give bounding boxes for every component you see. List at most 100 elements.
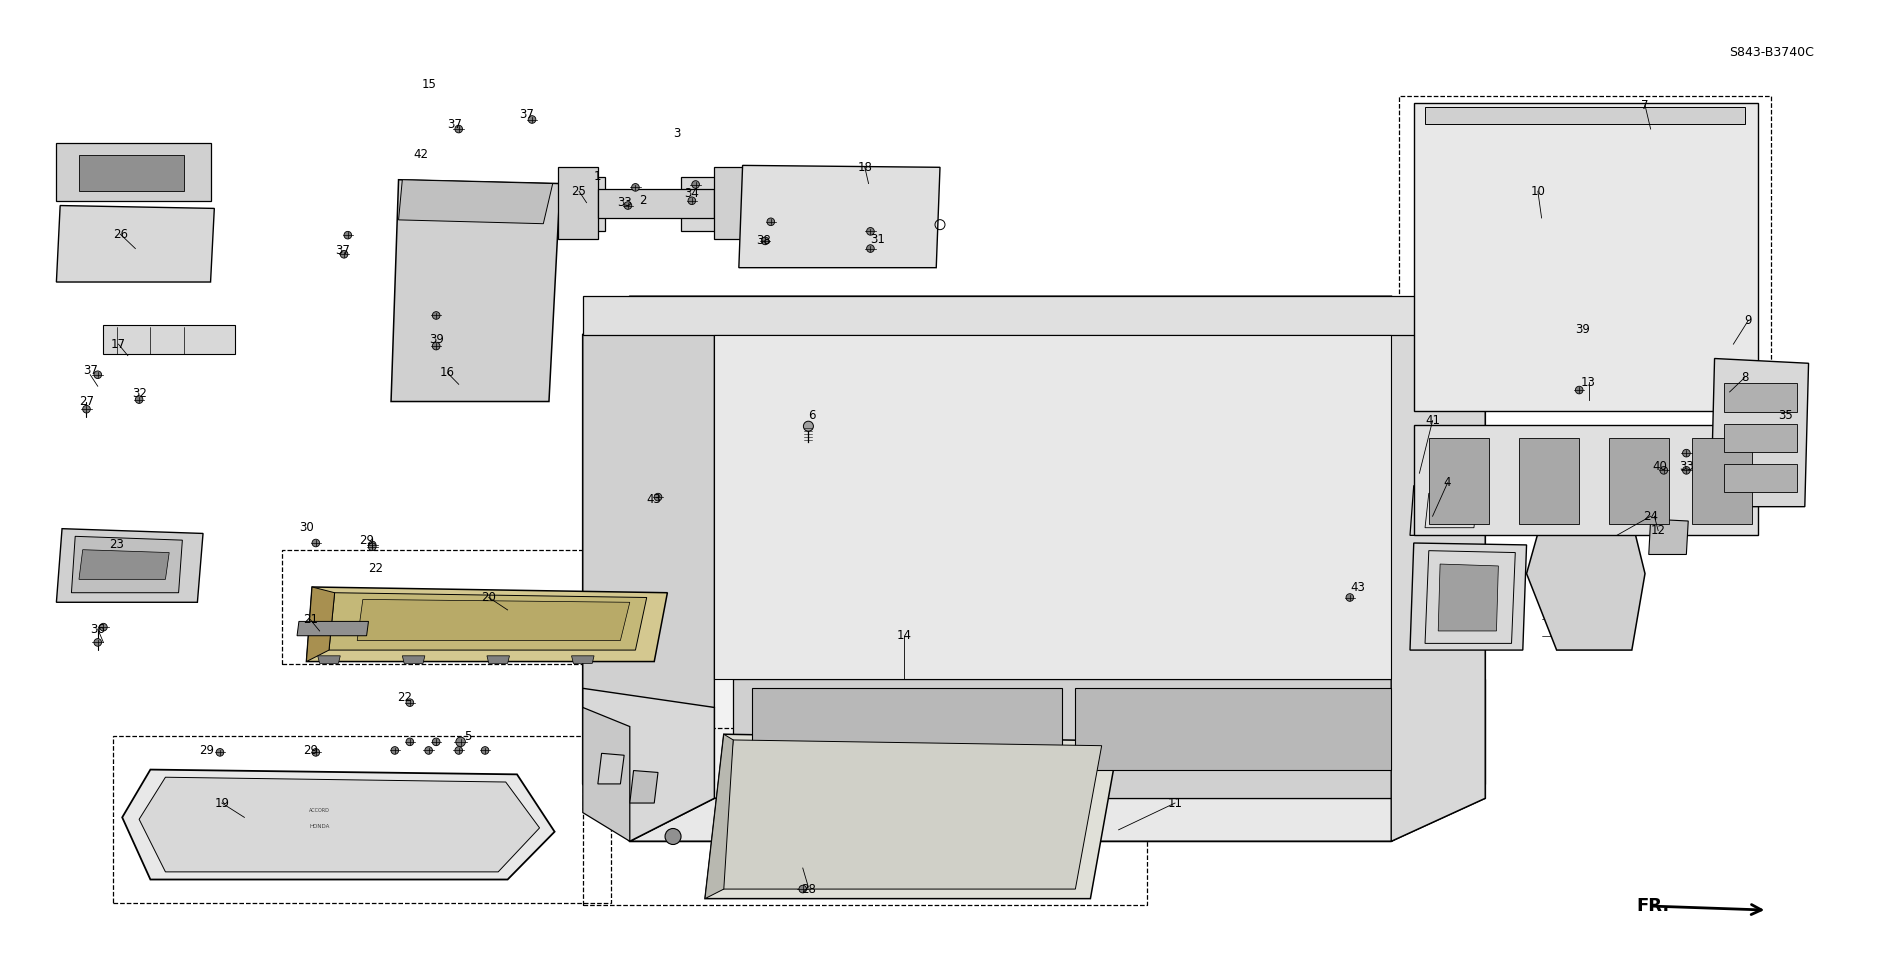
Circle shape [1683,467,1690,474]
Polygon shape [583,669,714,841]
Polygon shape [568,177,605,231]
Polygon shape [79,155,184,191]
Bar [282,550,677,664]
Circle shape [432,312,440,319]
Text: 16: 16 [440,366,455,380]
Circle shape [83,405,90,413]
Polygon shape [1711,358,1809,507]
Polygon shape [1414,425,1758,535]
Text: 6: 6 [808,409,816,423]
Polygon shape [399,180,553,224]
Text: 24: 24 [1643,510,1658,523]
Circle shape [528,116,536,123]
Polygon shape [306,587,667,662]
Circle shape [340,250,348,258]
Text: 20: 20 [481,591,496,604]
Polygon shape [1692,438,1752,524]
Text: 13: 13 [1581,376,1596,389]
Text: 7: 7 [1641,98,1649,112]
Polygon shape [318,656,340,663]
Polygon shape [402,656,425,663]
Text: 26: 26 [113,228,128,241]
Polygon shape [1609,438,1669,524]
Text: 37: 37 [335,244,350,257]
Circle shape [1575,386,1583,394]
Polygon shape [681,177,722,231]
Text: 8: 8 [1741,371,1748,384]
Text: 1: 1 [594,170,602,184]
Ellipse shape [1536,514,1639,533]
Polygon shape [630,771,658,803]
Circle shape [867,245,874,252]
Circle shape [216,749,224,756]
Text: 14: 14 [897,629,912,642]
Polygon shape [391,180,560,402]
Polygon shape [56,529,203,602]
Polygon shape [752,688,1062,770]
Text: 43: 43 [1350,581,1365,595]
Polygon shape [583,707,630,841]
Circle shape [632,184,639,191]
Text: 31: 31 [870,232,885,246]
Circle shape [312,539,320,547]
Polygon shape [714,335,1391,679]
Circle shape [432,342,440,350]
Polygon shape [1414,103,1758,411]
Text: 40: 40 [1653,460,1668,473]
Text: 12: 12 [1651,524,1666,537]
Polygon shape [1724,383,1797,412]
Text: HONDA: HONDA [310,824,329,830]
Text: 29: 29 [303,744,318,757]
Circle shape [391,747,399,754]
Ellipse shape [1624,225,1703,288]
Polygon shape [1410,543,1527,650]
Text: 39: 39 [429,333,444,346]
Text: 4: 4 [1444,476,1451,489]
Polygon shape [1724,424,1797,452]
Polygon shape [1425,107,1745,124]
Polygon shape [297,621,368,636]
Ellipse shape [598,780,624,788]
Polygon shape [1724,464,1797,492]
Text: 36: 36 [90,622,105,636]
Polygon shape [598,189,714,218]
Polygon shape [558,167,598,239]
Text: 11: 11 [1167,796,1183,810]
Circle shape [799,885,807,893]
Polygon shape [583,335,714,707]
Text: 33: 33 [617,196,632,209]
Text: 37: 37 [519,108,534,121]
Circle shape [455,125,462,133]
Polygon shape [583,296,1485,335]
Text: 9: 9 [1745,314,1752,327]
Text: 42: 42 [414,148,429,162]
Circle shape [867,228,874,235]
Polygon shape [583,296,1485,841]
Text: 22: 22 [368,562,384,576]
Polygon shape [630,798,1485,841]
Text: 34: 34 [684,186,699,200]
Circle shape [406,738,414,746]
Circle shape [406,699,414,706]
Text: 37: 37 [447,118,462,131]
Text: 39: 39 [1575,323,1590,337]
Circle shape [1683,449,1690,457]
Polygon shape [122,770,555,880]
Polygon shape [739,165,940,268]
Polygon shape [1429,438,1489,524]
Bar [103,325,235,354]
Polygon shape [1391,296,1485,841]
Text: 37: 37 [83,364,98,378]
Polygon shape [705,734,733,899]
Circle shape [1346,594,1354,601]
Circle shape [312,749,320,756]
Circle shape [344,231,352,239]
Circle shape [688,197,696,205]
Polygon shape [71,536,182,593]
Circle shape [481,747,489,754]
Circle shape [94,639,102,646]
Polygon shape [1438,564,1498,631]
Circle shape [803,422,814,431]
Text: 41: 41 [1425,414,1440,427]
Text: 43: 43 [647,492,662,506]
